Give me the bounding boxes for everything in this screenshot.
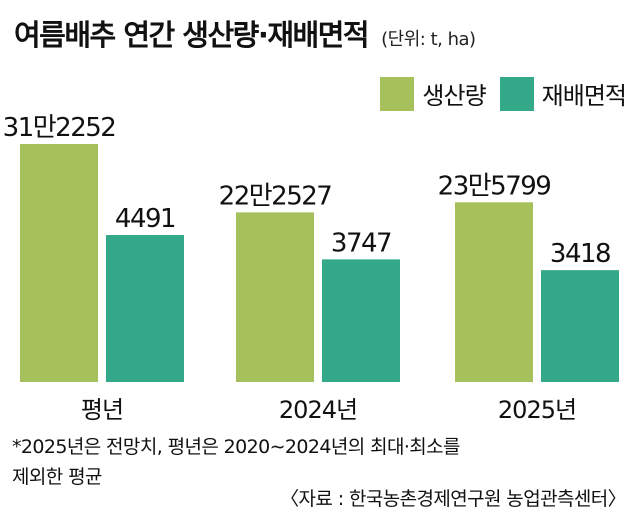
data-label-production-2: 23만5799 — [438, 171, 551, 201]
legend-item-area: 재배면적 — [499, 76, 627, 111]
bar-area-1 — [322, 259, 400, 382]
bar-production-2 — [455, 202, 533, 382]
bar-area-0 — [106, 235, 184, 382]
footnote-line-2: 제외한 평균 — [12, 466, 102, 488]
data-label-area-1: 3747 — [331, 228, 391, 258]
data-label-production-0: 31만2252 — [3, 113, 116, 143]
footnote-line-1: *2025년은 전망치, 평년은 2020∼2024년의 최대·최소를 — [12, 436, 461, 458]
chart-title: 여름배추 연간 생산량·재배면적 — [14, 18, 370, 52]
category-label-1: 2024년 — [279, 396, 357, 424]
data-label-area-0: 4491 — [115, 204, 175, 234]
unit-label: (단위: t, ha) — [381, 29, 476, 50]
data-label-area-2: 3418 — [550, 239, 610, 269]
legend-swatch-area — [499, 76, 534, 111]
legend-swatch-production — [380, 76, 415, 111]
bar-production-0 — [20, 144, 98, 382]
bar-area-2 — [541, 270, 619, 382]
source-note: 〈자료 : 한국농촌경제연구원 농업관측센터〉 — [280, 488, 626, 510]
footnote: *2025년은 전망치, 평년은 2020∼2024년의 최대·최소를 제외한 … — [12, 432, 632, 492]
legend-item-production: 생산량 — [380, 76, 487, 111]
bar-production-1 — [236, 212, 314, 382]
data-label-production-1: 22만2527 — [219, 181, 332, 211]
title-row: 여름배추 연간 생산량·재배면적 (단위: t, ha) — [14, 12, 634, 56]
category-label-2: 2025년 — [498, 396, 576, 424]
legend-label-production: 생산량 — [422, 82, 486, 110]
bar-chart: 31만2252 4491 평년 22만2527 3747 2024년 23만5799 3418… — [3, 113, 619, 424]
legend-label-area: 재배면적 — [541, 82, 627, 110]
legend: 생산량 재배면적 — [380, 76, 627, 111]
category-label-0: 평년 — [81, 396, 123, 424]
